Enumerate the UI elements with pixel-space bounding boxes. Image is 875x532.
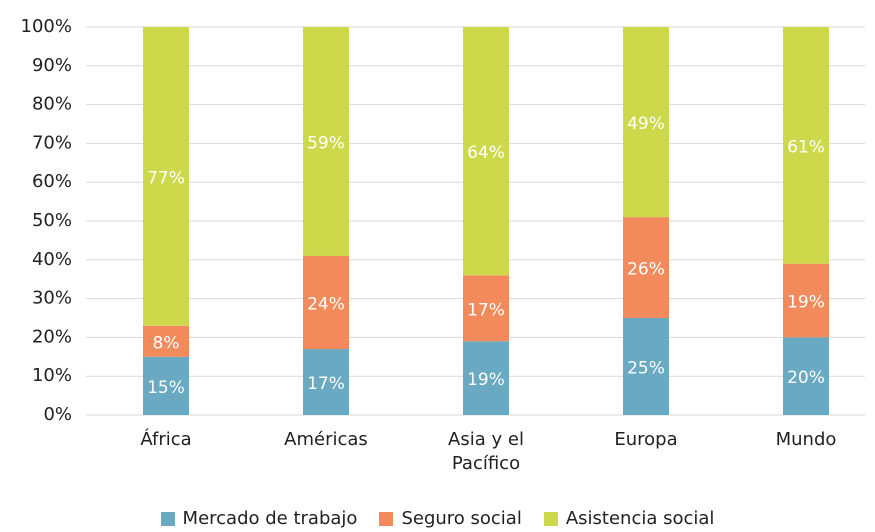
data-label: 17%	[307, 374, 345, 394]
bar-segment	[783, 263, 829, 338]
y-tick-label: 100%	[21, 16, 72, 37]
y-tick-label: 30%	[32, 288, 72, 309]
data-label: 15%	[147, 378, 185, 398]
y-tick-label: 80%	[32, 94, 72, 115]
legend-swatch	[543, 511, 558, 526]
x-tick-label: Asia y el Pacífico	[448, 429, 524, 474]
data-label: 61%	[787, 137, 825, 157]
y-tick-label: 90%	[32, 55, 72, 76]
bar-segment	[143, 27, 189, 326]
data-label: 64%	[467, 143, 505, 163]
legend: Mercado de trabajo Seguro social Asistenci…	[0, 508, 875, 529]
data-label: 8%	[153, 333, 180, 353]
y-tick-label: 10%	[32, 365, 72, 386]
y-tick-label: 0%	[43, 404, 72, 425]
bar-segment	[623, 27, 669, 218]
y-tick-label: 60%	[32, 171, 72, 192]
legend-swatch	[160, 511, 175, 526]
bar-segment	[623, 318, 669, 415]
bar-segment	[623, 217, 669, 318]
legend-item: Mercado de trabajo	[160, 508, 358, 529]
x-tick-label: Américas	[284, 429, 368, 450]
legend-label: Seguro social	[401, 508, 522, 529]
data-label: 24%	[307, 294, 345, 314]
legend-item: Seguro social	[379, 508, 522, 529]
data-label: 59%	[307, 133, 345, 153]
bar-segment	[783, 27, 829, 264]
y-tick-label: 70%	[32, 132, 72, 153]
x-tick-label: Europa	[614, 429, 678, 450]
data-label: 77%	[147, 168, 185, 188]
legend-swatch	[379, 511, 394, 526]
data-label: 20%	[787, 368, 825, 388]
chart: 0% 10% 20% 30% 40% 50% 60% 70% 80% 90% 100% 15% 8% 77…	[21, 16, 865, 425]
bar-segment	[303, 349, 349, 415]
data-label: 17%	[467, 300, 505, 320]
bar-segment	[463, 275, 509, 342]
bar-segment	[463, 341, 509, 415]
bar-segment	[303, 255, 349, 350]
legend-label: Mercado de trabajo	[182, 508, 358, 529]
bar-segment	[783, 337, 829, 415]
y-tick-label: 20%	[32, 326, 72, 347]
legend-item: Asistencia social	[543, 508, 715, 529]
bar-segment	[143, 325, 189, 357]
data-label: 25%	[627, 359, 665, 379]
x-tick-label: Mundo	[775, 429, 837, 450]
data-label: 26%	[627, 260, 665, 280]
bar-segment	[463, 27, 509, 276]
bar-segment	[303, 27, 349, 256]
data-label: 19%	[787, 293, 825, 313]
data-label: 49%	[627, 114, 665, 134]
y-tick-label: 50%	[32, 210, 72, 231]
x-tick-label: África	[140, 429, 192, 450]
y-tick-label: 40%	[32, 249, 72, 270]
data-label: 19%	[467, 370, 505, 390]
legend-label: Asistencia social	[565, 508, 715, 529]
bar-segment	[143, 356, 189, 415]
